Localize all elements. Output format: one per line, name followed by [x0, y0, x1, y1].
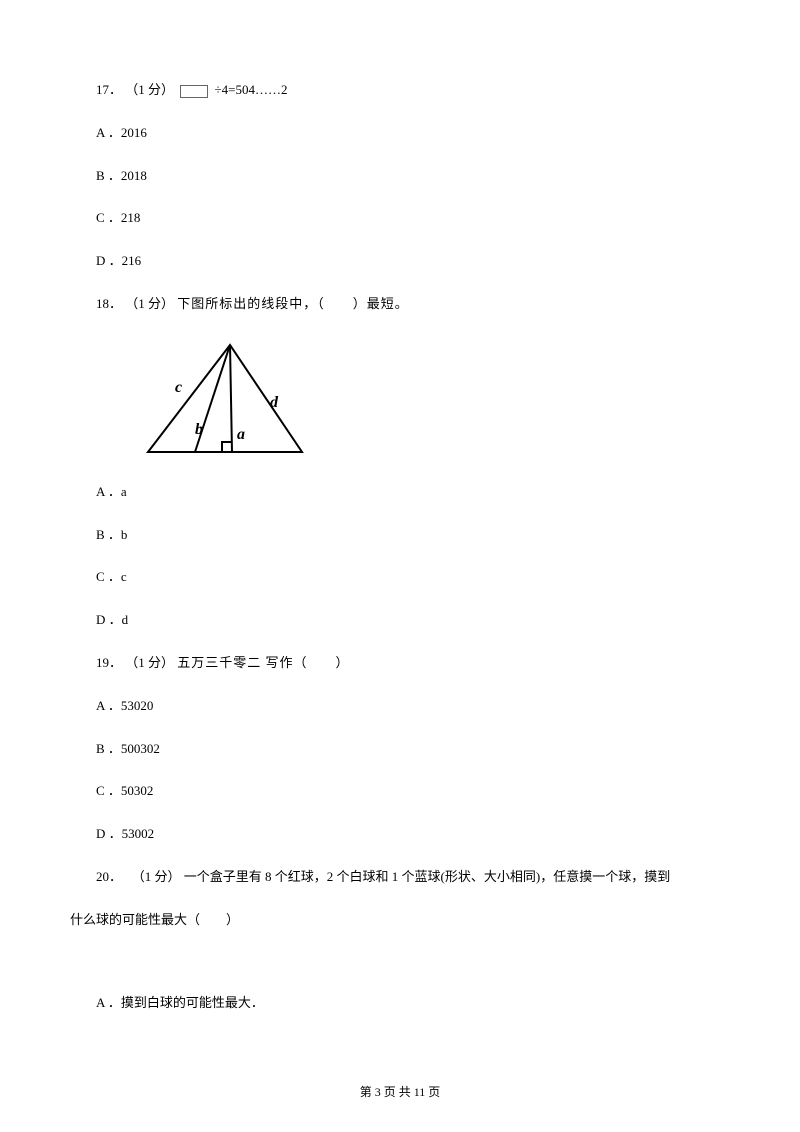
- page-footer: 第 3 页 共 11 页: [0, 1083, 800, 1102]
- q20-stem-line2: 什么球的可能性最大（ ）: [70, 910, 730, 931]
- q17-points: （1 分）: [125, 82, 174, 97]
- q19-option-c: C ．50302: [70, 781, 730, 802]
- q17-option-d: D ．216: [70, 251, 730, 272]
- q18-option-d: D ．d: [70, 610, 730, 631]
- q18-text: 下图所标出的线段中，（ ）最短。: [177, 296, 409, 311]
- q17-option-a: A ．2016: [70, 123, 730, 144]
- segment-a: [230, 345, 232, 452]
- q20-stem-line1: 20． （1 分） 一个盒子里有 8 个红球，2 个白球和 1 个蓝球(形状、大…: [70, 867, 730, 888]
- q18-option-a: A ．a: [70, 482, 730, 503]
- label-a: a: [237, 426, 245, 443]
- q19-number: 19．: [96, 655, 122, 670]
- q17-text-after: ÷4=504……2: [215, 82, 288, 97]
- q17-option-c: C ．218: [70, 208, 730, 229]
- q19-option-b: B ．500302: [70, 739, 730, 760]
- q17-number: 17．: [96, 82, 122, 97]
- q18-option-c: C ．c: [70, 567, 730, 588]
- q19-points: （1 分）: [125, 655, 174, 670]
- q19-option-a: A ．53020: [70, 696, 730, 717]
- q18-stem: 18． （1 分） 下图所标出的线段中，（ ）最短。: [70, 294, 730, 315]
- q18-triangle-diagram: c b a d: [140, 337, 310, 462]
- q19-option-d: D ．53002: [70, 824, 730, 845]
- label-b: b: [195, 421, 203, 438]
- q19-text: 五万三千零二 写作（ ）: [177, 655, 349, 670]
- label-c: c: [175, 379, 182, 396]
- q20-text: 一个盒子里有 8 个红球，2 个白球和 1 个蓝球(形状、大小相同)，任意摸一个…: [184, 869, 670, 884]
- q18-option-b: B ．b: [70, 525, 730, 546]
- q17-stem: 17． （1 分） ÷4=504……2: [70, 80, 730, 101]
- right-angle-marker: [222, 442, 232, 452]
- q18-points: （1 分）: [125, 296, 174, 311]
- q19-stem: 19． （1 分） 五万三千零二 写作（ ）: [70, 653, 730, 674]
- q20-number: 20．: [96, 869, 129, 884]
- q17-option-b: B ．2018: [70, 166, 730, 187]
- q20-option-a: A ．摸到白球的可能性最大．: [70, 993, 730, 1014]
- q18-number: 18．: [96, 296, 122, 311]
- q17-blank-box: [180, 85, 208, 98]
- q20-points: （1 分）: [132, 869, 181, 884]
- label-d: d: [270, 394, 279, 411]
